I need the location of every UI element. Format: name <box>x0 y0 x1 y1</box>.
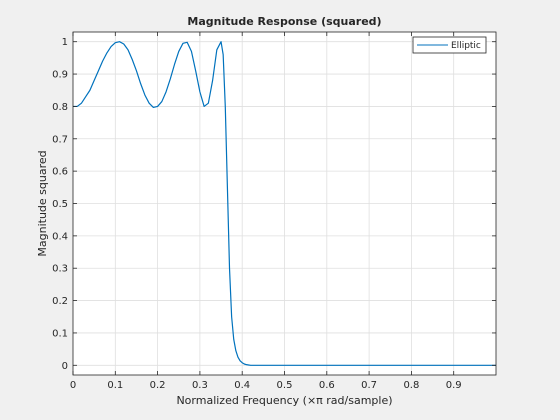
x-tick-label: 0 <box>70 380 76 391</box>
y-tick-label: 1 <box>62 37 68 48</box>
y-tick-labels: 0 0.1 0.2 0.3 0.4 0.5 0.6 0.7 0.8 0.9 1 <box>52 37 68 372</box>
y-tick-label: 0.6 <box>52 167 68 178</box>
grid-lines <box>73 32 496 375</box>
x-tick-label: 0.4 <box>234 380 250 391</box>
y-tick-label: 0.3 <box>52 264 68 275</box>
series-line-elliptic <box>73 41 496 366</box>
x-tick-label: 0.8 <box>403 380 419 391</box>
legend[interactable]: Elliptic <box>412 36 487 54</box>
x-tick-label: 0.3 <box>192 380 208 391</box>
x-tick-label: 0.2 <box>150 380 166 391</box>
legend-label-elliptic: Elliptic <box>451 41 481 51</box>
y-tick-label: 0.5 <box>52 199 68 210</box>
y-axis-label: Magnitude squared <box>36 150 49 256</box>
x-tick-label: 0.7 <box>361 380 377 391</box>
x-axis-label: Normalized Frequency (×π rad/sample) <box>176 394 392 407</box>
series-layer <box>73 41 496 366</box>
x-tick-labels: 0 0.1 0.2 0.3 0.4 0.5 0.6 0.7 0.8 0.9 <box>70 380 462 391</box>
y-tick-label: 0.7 <box>52 134 68 145</box>
x-tick-label: 0.9 <box>446 380 462 391</box>
y-tick-label: 0.1 <box>52 328 68 339</box>
legend-box <box>412 36 487 54</box>
x-tick-label: 0.5 <box>277 380 293 391</box>
chart-title: Magnitude Response (squared) <box>187 15 381 28</box>
y-tick-label: 0.9 <box>52 70 68 81</box>
y-tick-label: 0.4 <box>52 231 68 242</box>
x-tick-label: 0.1 <box>107 380 123 391</box>
tick-marks <box>72 32 496 375</box>
y-tick-label: 0.8 <box>52 102 68 113</box>
y-tick-label: 0 <box>62 361 68 372</box>
x-tick-label: 0.6 <box>319 380 335 391</box>
y-tick-label: 0.2 <box>52 296 68 307</box>
